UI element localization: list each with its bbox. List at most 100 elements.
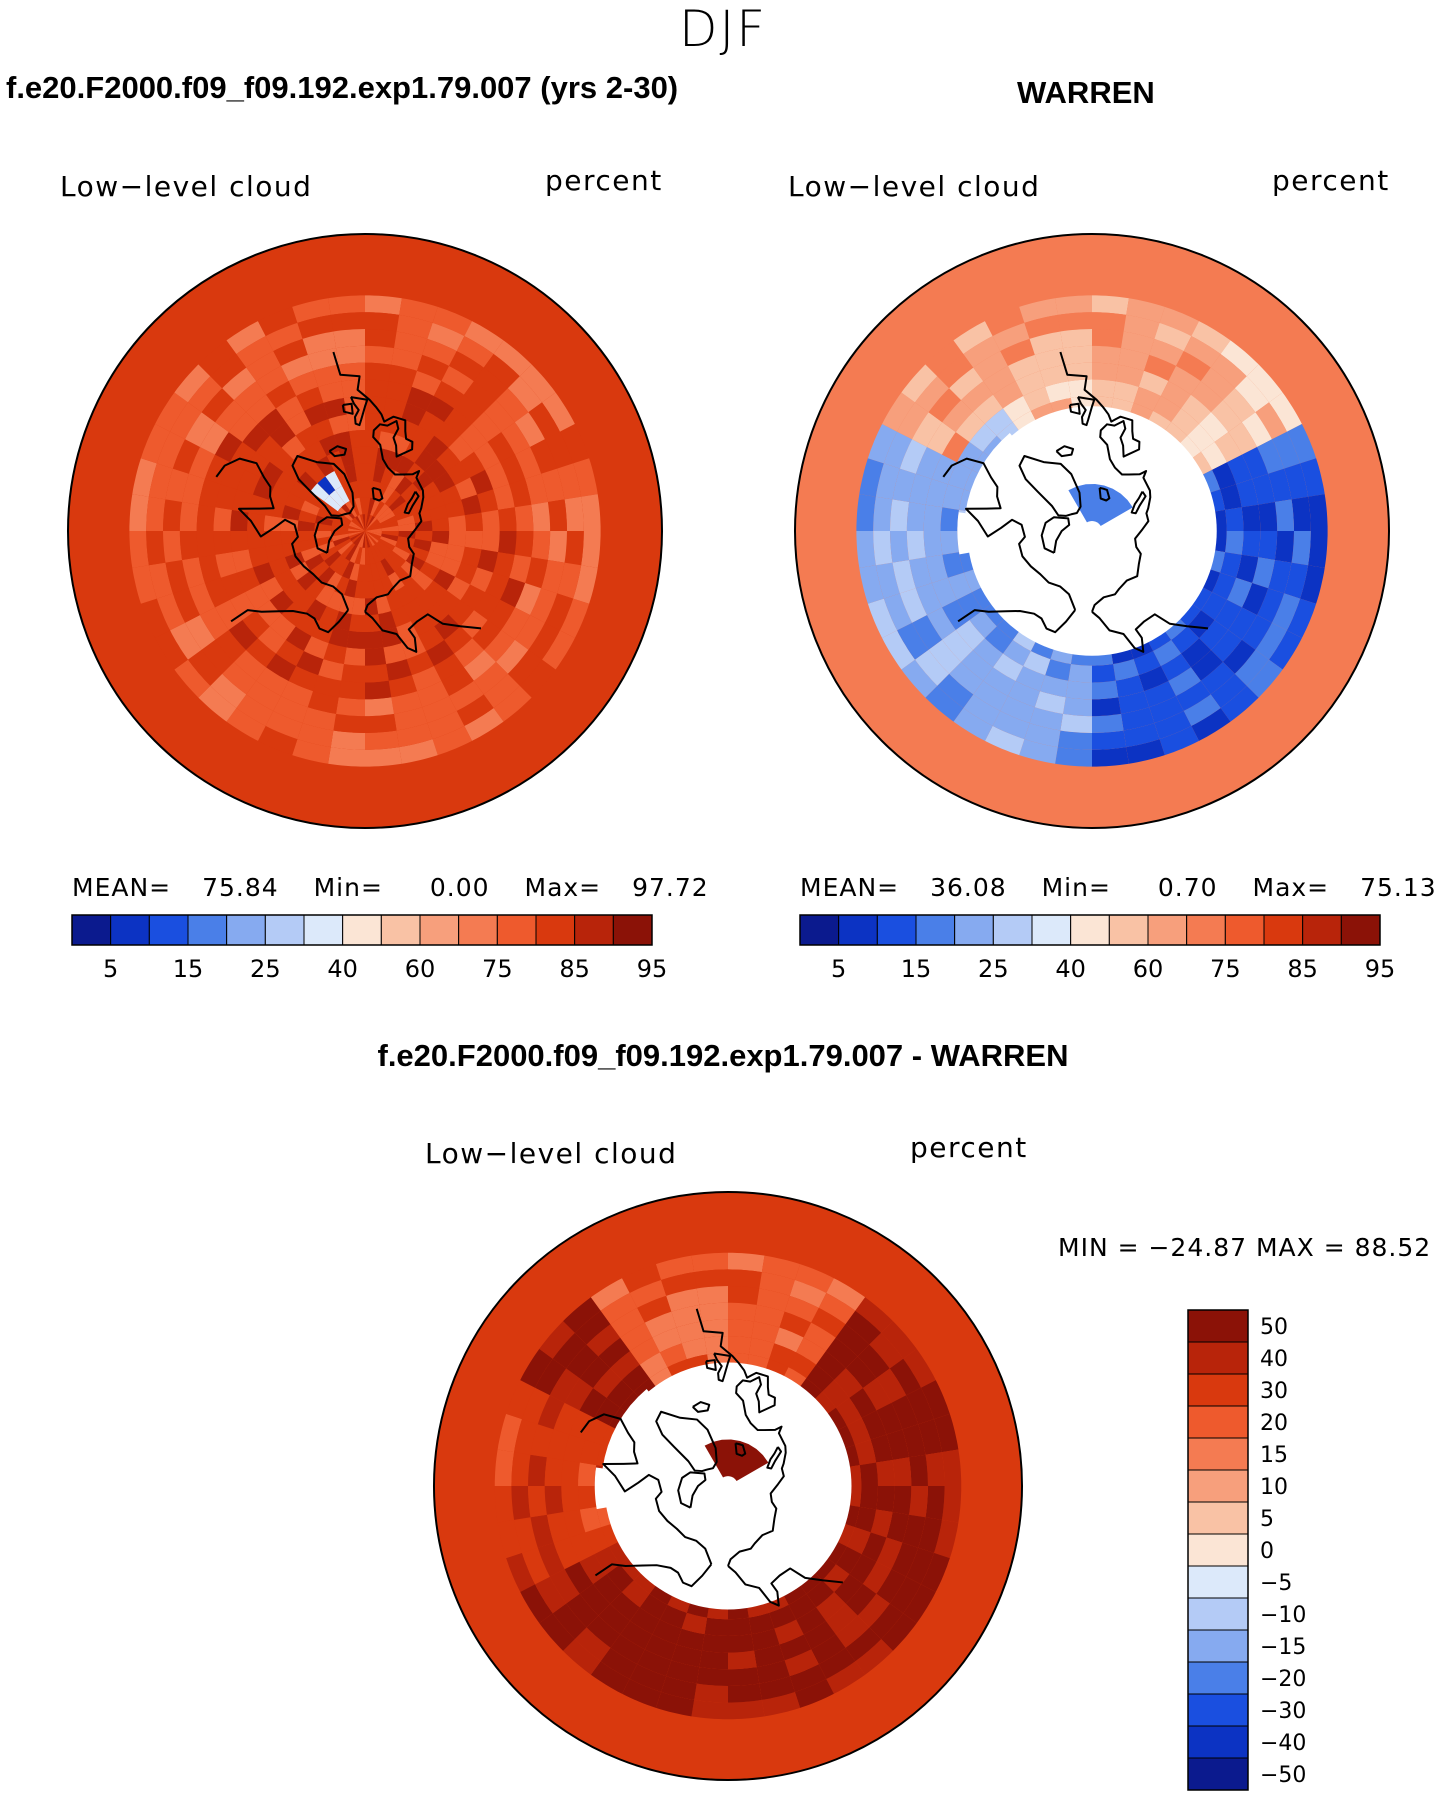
map-cell [341, 503, 356, 520]
map-cell [794, 1678, 834, 1708]
map-cell [915, 649, 950, 686]
map-cell [188, 583, 215, 615]
panel-2-max-label: Max= [1252, 873, 1330, 902]
map-cell [530, 1514, 554, 1548]
map-cell [892, 1486, 912, 1515]
map-cell [590, 1661, 630, 1694]
map-cell [265, 710, 303, 740]
map-cell [530, 1424, 554, 1458]
map-cell [348, 525, 365, 531]
map-cell [349, 430, 365, 448]
map-cell [412, 570, 434, 591]
map-cell [633, 1568, 660, 1594]
coastline [1018, 455, 1082, 517]
map-cell [265, 544, 285, 563]
map-cell [857, 1344, 890, 1379]
map-cell [514, 531, 534, 558]
map-cell [242, 610, 270, 639]
map-cell [1008, 354, 1040, 381]
map-cell [984, 408, 1013, 436]
map-cell [317, 476, 336, 496]
map-cell [779, 1634, 812, 1661]
map-cell [1252, 557, 1275, 589]
map-cell [434, 614, 461, 640]
map-cell [942, 400, 973, 433]
map-cell [305, 553, 325, 571]
map-cell [196, 504, 216, 531]
map-cell [210, 354, 247, 389]
colorbar-bin [1340, 914, 1381, 946]
map-cell [359, 514, 365, 531]
map-cell [174, 364, 211, 403]
map-cell [810, 1391, 836, 1418]
map-cell [330, 312, 365, 332]
coastline [230, 609, 349, 634]
map-cell [728, 1699, 765, 1720]
coastline [341, 402, 354, 415]
map-cell [1183, 694, 1221, 726]
map-cell [1255, 402, 1287, 440]
coastline [1091, 611, 1209, 653]
map-cell [1160, 381, 1191, 409]
map-cell [256, 600, 282, 627]
map-cell [232, 489, 253, 513]
map-cell [856, 531, 876, 568]
missing-data-wedge [1092, 547, 1151, 599]
map-cell [485, 572, 510, 600]
map-cell [509, 479, 532, 508]
map-cell [448, 515, 466, 531]
map-cell [405, 553, 425, 571]
map-cell [1003, 396, 1031, 423]
map-cell [1092, 312, 1127, 332]
map-cell [365, 345, 394, 365]
panel-3-variable: Low−level cloud [425, 1137, 678, 1170]
map-cell [463, 381, 496, 412]
map-cell [525, 557, 548, 589]
map-cell [185, 412, 216, 447]
map-cell [493, 484, 515, 510]
map-cell [923, 531, 943, 558]
map-cell [484, 629, 515, 662]
map-cell [676, 1628, 705, 1651]
map-cell [346, 630, 365, 649]
map-cell [365, 747, 402, 767]
map-cell [940, 531, 959, 555]
map-cell [1199, 620, 1229, 650]
map-cell [296, 471, 318, 492]
map-cell [751, 1628, 780, 1651]
map-cell [365, 517, 377, 531]
colorbar-bin [1187, 1501, 1249, 1535]
map-cell [1055, 295, 1092, 315]
map-cell [973, 638, 1003, 668]
map-cell [433, 381, 464, 409]
map-cell [351, 446, 365, 465]
map-cell [549, 1368, 580, 1403]
map-cell [155, 392, 188, 432]
map-cell [365, 547, 371, 565]
map-cell [392, 501, 410, 516]
map-cell [324, 495, 342, 512]
map-cell [1118, 691, 1150, 714]
map-cell [1308, 531, 1328, 568]
map-cell [1168, 667, 1201, 696]
map-cell [296, 651, 324, 676]
map-cell [365, 713, 397, 733]
map-cell [728, 1634, 755, 1653]
map-cell [890, 531, 910, 563]
map-cell [215, 400, 246, 433]
map-cell [381, 520, 399, 529]
map-cell [1055, 747, 1092, 767]
map-cell [825, 1337, 858, 1369]
colorbar-bin [496, 914, 537, 946]
map-cell [431, 531, 450, 545]
map-cell [728, 1269, 762, 1289]
map-cell [365, 514, 371, 531]
missing-data-wedge [1018, 416, 1112, 485]
map-cell [350, 521, 365, 531]
map-cell [384, 490, 401, 508]
map-cell [553, 1402, 580, 1435]
map-cell [365, 521, 380, 531]
map-cell [381, 525, 399, 531]
coastline [364, 611, 482, 653]
map-cell [424, 602, 449, 627]
